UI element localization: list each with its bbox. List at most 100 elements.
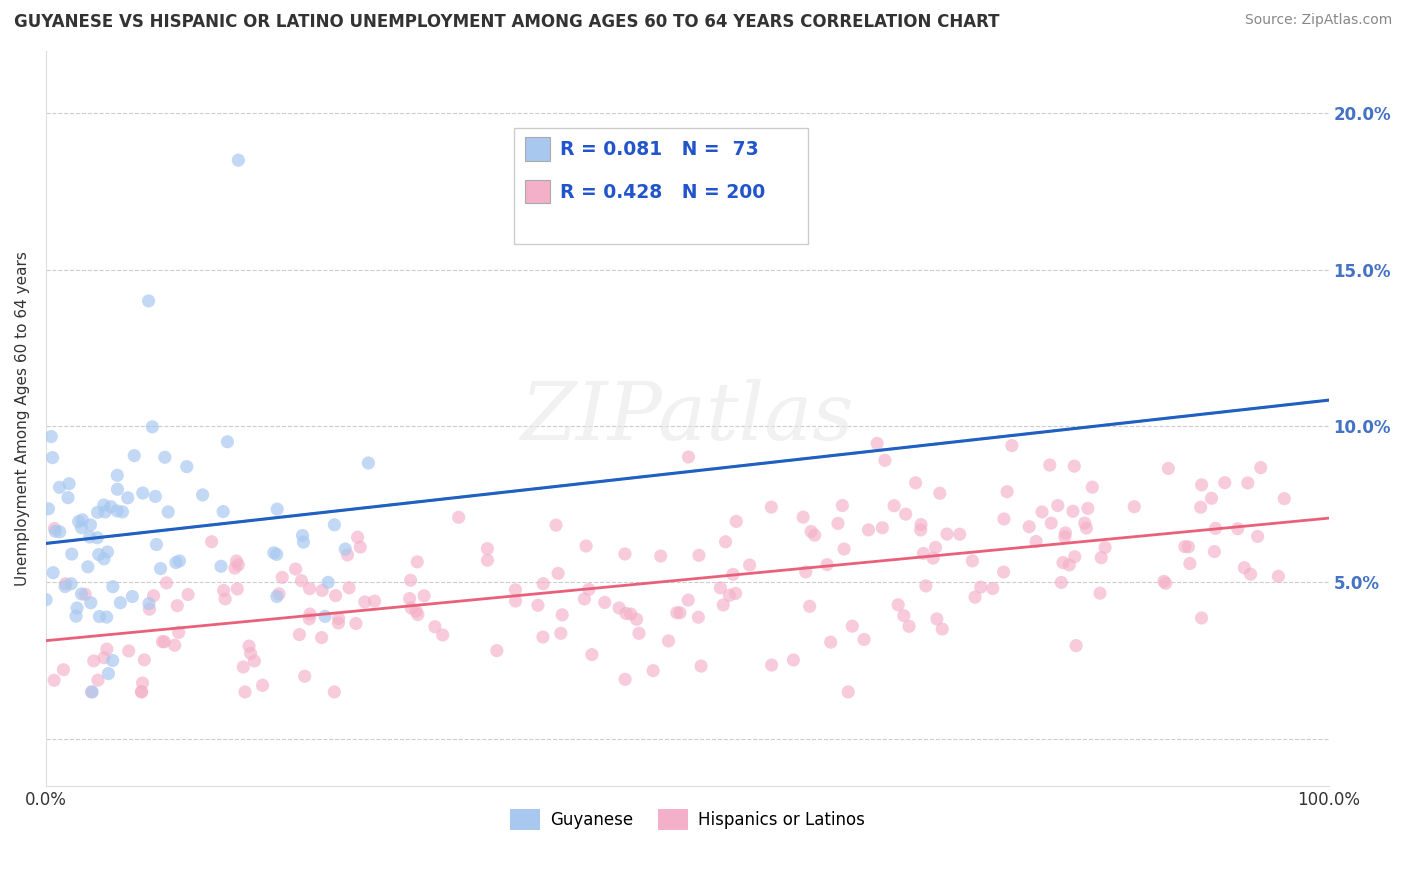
Point xyxy=(346,530,368,544)
Point xyxy=(1094,541,1116,555)
Point xyxy=(96,642,118,657)
Point xyxy=(1123,500,1146,514)
Point xyxy=(915,579,938,593)
Point xyxy=(233,685,256,699)
Point xyxy=(288,627,311,641)
Point xyxy=(1177,540,1199,554)
Point xyxy=(782,653,804,667)
Point xyxy=(75,587,97,601)
Point xyxy=(650,549,672,563)
Point xyxy=(232,660,254,674)
Point xyxy=(169,554,191,568)
Point xyxy=(581,648,603,662)
Point xyxy=(238,639,260,653)
Point xyxy=(1204,544,1226,558)
Point xyxy=(1052,556,1074,570)
Point xyxy=(423,620,446,634)
Point xyxy=(578,582,600,597)
Point xyxy=(962,554,984,568)
Point xyxy=(620,607,643,621)
Point xyxy=(97,666,120,681)
Point xyxy=(60,547,83,561)
Point xyxy=(266,547,288,561)
Point xyxy=(349,540,371,554)
Point xyxy=(883,499,905,513)
Point xyxy=(344,616,367,631)
Point xyxy=(138,293,160,308)
Point xyxy=(353,595,375,609)
Point xyxy=(165,556,187,570)
Point xyxy=(101,580,124,594)
Point xyxy=(820,635,842,649)
Point xyxy=(96,545,118,559)
Point xyxy=(67,515,90,529)
Point xyxy=(898,619,921,633)
Point xyxy=(117,491,139,505)
Point xyxy=(866,436,889,450)
Point xyxy=(1057,558,1080,572)
Point xyxy=(1213,475,1236,490)
Point xyxy=(841,619,863,633)
Point xyxy=(131,684,153,698)
Point xyxy=(1239,567,1261,582)
Point xyxy=(614,673,637,687)
Point xyxy=(627,626,650,640)
Point xyxy=(1031,505,1053,519)
Point xyxy=(39,429,62,443)
Point xyxy=(827,516,849,531)
Point xyxy=(505,594,527,608)
Point xyxy=(690,659,713,673)
Point xyxy=(800,524,823,539)
Point xyxy=(406,607,429,622)
Point xyxy=(405,604,427,618)
Point xyxy=(678,450,700,464)
Point xyxy=(718,588,741,602)
Point xyxy=(292,535,315,549)
Point xyxy=(544,518,567,533)
Point xyxy=(328,611,350,625)
Point xyxy=(931,622,953,636)
Point xyxy=(325,589,347,603)
Point xyxy=(725,515,748,529)
Point xyxy=(166,599,188,613)
Point xyxy=(228,558,250,572)
Point xyxy=(176,459,198,474)
Point xyxy=(138,597,160,611)
Point xyxy=(1064,639,1087,653)
Point xyxy=(337,581,360,595)
Point xyxy=(228,153,250,168)
Y-axis label: Unemployment Among Ages 60 to 64 years: Unemployment Among Ages 60 to 64 years xyxy=(15,251,30,586)
Point xyxy=(1174,540,1197,554)
Point xyxy=(922,551,945,566)
Point xyxy=(1191,611,1213,625)
Point xyxy=(80,685,103,699)
Point xyxy=(963,590,986,604)
Point xyxy=(949,527,972,541)
Point xyxy=(1046,499,1069,513)
Point xyxy=(1237,475,1260,490)
Point xyxy=(149,561,172,575)
Legend: Guyanese, Hispanics or Latinos: Guyanese, Hispanics or Latinos xyxy=(503,803,872,837)
Text: Source: ZipAtlas.com: Source: ZipAtlas.com xyxy=(1244,13,1392,28)
Point xyxy=(226,582,249,596)
Point xyxy=(294,669,316,683)
Point xyxy=(1267,569,1289,583)
Point xyxy=(145,537,167,551)
Point xyxy=(252,678,274,692)
Point xyxy=(357,456,380,470)
Point xyxy=(142,589,165,603)
Point xyxy=(80,596,103,610)
Point xyxy=(550,626,572,640)
Point xyxy=(721,567,744,582)
Point xyxy=(314,609,336,624)
Point xyxy=(853,632,876,647)
Point xyxy=(1081,480,1104,494)
Point xyxy=(1226,522,1249,536)
Point xyxy=(626,612,648,626)
Point xyxy=(291,528,314,542)
Point xyxy=(1073,516,1095,530)
Point xyxy=(155,575,177,590)
Point xyxy=(912,546,935,560)
Point xyxy=(93,498,115,512)
Point xyxy=(831,499,853,513)
